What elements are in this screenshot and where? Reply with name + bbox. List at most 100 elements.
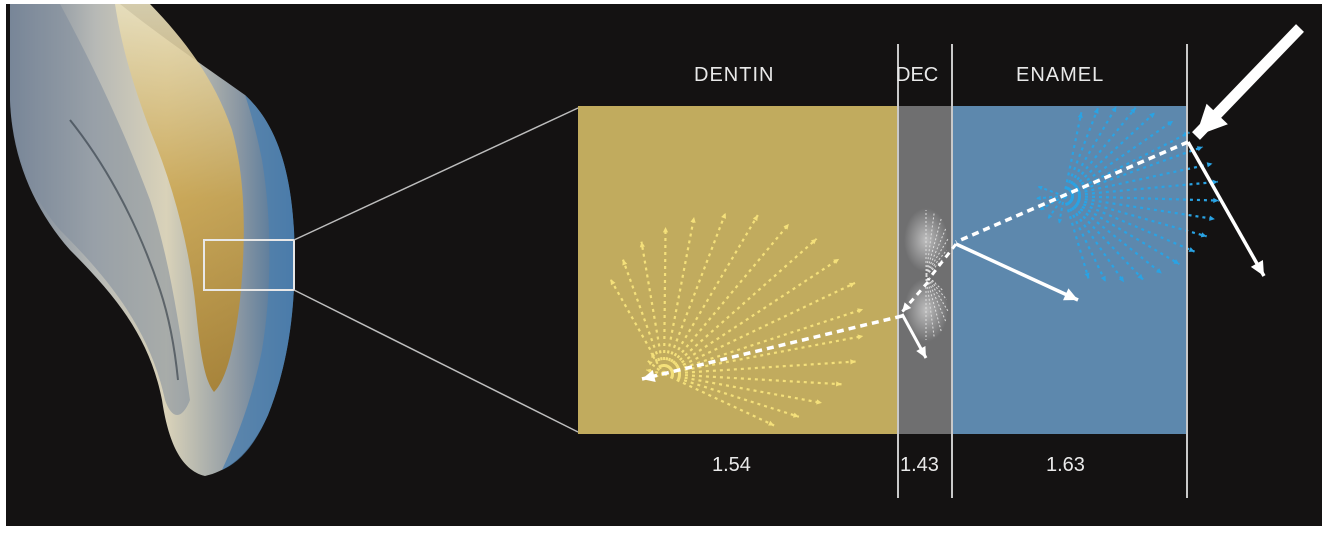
enamel-scatter-ray-head: [1188, 247, 1195, 252]
dentin-scatter-ray-head: [833, 258, 840, 265]
dentin-scatter-ray-head: [835, 381, 842, 387]
enamel-scatter-ray-head: [1206, 162, 1213, 168]
dentin-scatter-ray: [663, 334, 864, 376]
enamel-scatter-ray-head: [1212, 179, 1218, 185]
enamel-scatter-ray-head: [1084, 272, 1090, 279]
enamel-scatter-ray: [1063, 180, 1219, 198]
tooth-enamel-rim: [222, 95, 295, 470]
reflected-ray-dentin-boundary-head: [916, 346, 926, 358]
incident-ray-arrow-head: [1196, 103, 1228, 136]
dentin-scatter-ray: [663, 372, 800, 418]
tooth-dentin-core: [115, 4, 244, 392]
zoom-guide-bottom: [293, 289, 579, 433]
dec-scatter-ray: [925, 227, 947, 276]
dentin-scatter-ray: [663, 223, 790, 375]
dentin-scatter-ray-head: [810, 238, 817, 245]
enamel-scatter-ray: [1063, 105, 1118, 197]
dec-scatter-fan: [904, 208, 949, 342]
dentin-label: DENTIN: [694, 64, 775, 86]
dentin-scatter-ray-head: [721, 212, 727, 219]
enamel-scatter-ray-head: [1155, 268, 1162, 274]
dentin-scatter-fan: [609, 212, 864, 427]
dentin-refractive-index: 1.54: [712, 454, 751, 476]
enamel-scatter-ray-head: [1149, 112, 1155, 119]
tooth-left-shade: [10, 4, 190, 415]
enamel-scatter-ray-head: [1167, 120, 1174, 127]
enamel-scatter-ray: [1063, 195, 1107, 283]
dentin-layer: [578, 106, 899, 434]
dentin-scatter-ray-head: [850, 359, 856, 365]
dec-scatter-ray: [925, 238, 949, 276]
dec-scatter-ray: [925, 249, 948, 276]
enamel-layer: [952, 106, 1186, 434]
dentin-scatter-ray-head: [816, 399, 822, 405]
enamel-scatter-ray-head: [1111, 106, 1117, 113]
reflected-ray-arrow: [1186, 141, 1266, 277]
enamel-scatter-ray: [1047, 195, 1065, 220]
enamel-scatter-ray: [1063, 194, 1196, 253]
enamel-scatter-ray: [1062, 195, 1090, 279]
enamel-scatter-ray: [1039, 195, 1065, 211]
dentin-scatter-ray-head: [646, 368, 652, 373]
dec-scatter-ray: [925, 212, 935, 276]
refracted-ray-dentin-head: [642, 370, 656, 382]
enamel-scatter-ray-head: [1200, 232, 1207, 238]
enamel-scatter-ray-head: [1039, 205, 1045, 210]
enamel-scatter-ray: [1062, 107, 1100, 197]
enamel-scatter-ray-head: [1196, 146, 1203, 152]
dec-scatter-ray: [925, 269, 929, 276]
enamel-scatter-ray: [1063, 107, 1137, 197]
refracted-ray-dec-upper: [926, 243, 958, 281]
dec-scatter-ray: [925, 274, 942, 332]
enamel-scatter-ray: [1036, 195, 1065, 200]
dec-scatter-ray: [925, 218, 942, 276]
dec-scatter-ray: [925, 274, 947, 323]
enamel-scatter-ray: [1063, 195, 1180, 266]
enamel-scatter-ray-head: [1093, 107, 1099, 114]
enamel-scatter-ray-head: [1036, 195, 1041, 201]
enamel-label: ENAMEL: [1016, 64, 1105, 86]
zoom-guide-top: [293, 107, 579, 241]
dentin-scatter-ray-head: [662, 226, 669, 233]
dentin-scatter-ray: [663, 372, 823, 405]
dentin-scatter-ray-head: [639, 241, 645, 248]
dentin-scatter-ray-head: [752, 215, 758, 222]
light-rays: [641, 24, 1304, 382]
enamel-scatter-ray: [1037, 185, 1065, 197]
enamel-scatter-ray-head: [1173, 259, 1180, 265]
dec-scatter-ray: [925, 274, 935, 338]
enamel-scatter-ray-head: [1100, 275, 1106, 282]
dentin-scatter-ray-head: [622, 259, 628, 266]
dentin-scatter-ray: [663, 214, 759, 375]
enamel-scatter-ray-head: [1047, 214, 1053, 219]
enamel-refractive-index: 1.63: [1046, 454, 1085, 476]
refracted-ray-enamel: [955, 140, 1189, 244]
reflected-ray-dec-head: [1063, 288, 1078, 301]
dentin-scatter-ray-head: [610, 279, 616, 286]
enamel-scatter-ray-head: [1130, 107, 1136, 114]
zoom-selection-box: [203, 239, 295, 291]
dentin-scatter-ray-head: [857, 308, 864, 314]
dentin-scatter-ray-head: [768, 420, 775, 426]
reflected-ray-dec: [955, 242, 1079, 302]
dentin-scatter-ray-head: [690, 217, 696, 223]
enamel-scatter-ray-head: [1213, 197, 1219, 204]
dec-refractive-index: 1.43: [900, 454, 939, 476]
enamel-scatter-ray: [1062, 112, 1083, 197]
dentin-scatter-ray-head: [857, 334, 864, 340]
dentin-scatter-ray-head: [783, 223, 789, 230]
enamel-scatter-ray: [1058, 195, 1065, 224]
enamel-scatter-ray-head: [1077, 112, 1083, 119]
dentin-scatter-ray: [663, 237, 818, 375]
tooth-crack-line: [69, 119, 179, 381]
enamel-scatter-ray-head: [1057, 218, 1063, 224]
dentin-scatter-ray-head: [848, 282, 855, 288]
dentin-scatter-ray: [662, 216, 696, 375]
dentin-scatter-ray: [663, 281, 856, 375]
enamel-scatter-ray-head: [1209, 215, 1215, 221]
enamel-scatter-ray-head: [1118, 276, 1124, 283]
enamel-scatter-ray: [1063, 194, 1216, 221]
dentin-scatter-ray: [640, 241, 666, 375]
reflected-ray-arrow-head: [1250, 260, 1264, 276]
